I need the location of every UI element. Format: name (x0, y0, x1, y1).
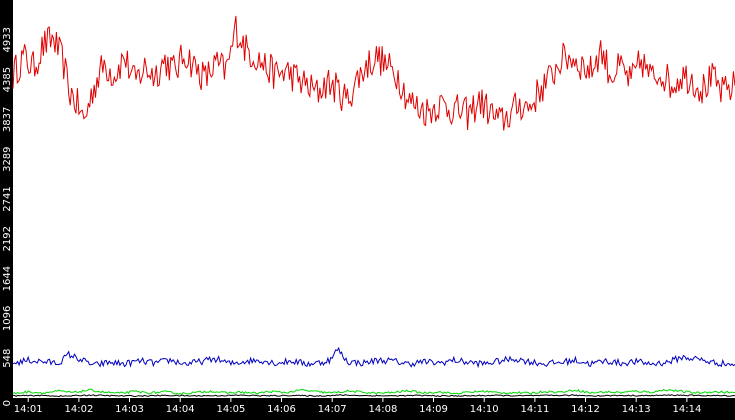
y-tick-label: 1644 (2, 266, 13, 291)
y-tick-label: 548 (2, 349, 13, 368)
x-tick-label: 14:13 (622, 404, 651, 415)
x-tick-label: 14:09 (419, 404, 448, 415)
y-tick-label: 4385 (2, 67, 13, 92)
y-tick-label: 1096 (2, 306, 13, 331)
y-tick-label: 2192 (2, 226, 13, 251)
series-layer (12, 15, 735, 398)
x-tick-label: 14:14 (672, 404, 701, 415)
series-line-1 (12, 15, 735, 131)
y-tick-label: 0 (2, 400, 13, 406)
y-tick-label: 2741 (2, 186, 13, 211)
x-tick-label: 14:08 (368, 404, 397, 415)
x-tick-label: 14:01 (14, 404, 43, 415)
y-tick-label: 4933 (2, 27, 13, 52)
y-axis-ticks: 0548109616442192274132893837438549335482 (2, 27, 13, 406)
y-tick-label: 3837 (2, 107, 13, 132)
x-tick-label: 14:07 (318, 404, 347, 415)
x-tick-label: 14:10 (470, 404, 499, 415)
x-tick-label: 14:02 (64, 404, 93, 415)
series-line-3 (12, 388, 735, 395)
x-tick-label: 14:04 (166, 404, 195, 415)
y-tick-label: 3289 (2, 146, 13, 171)
x-axis-ticks: 14:01 14:02 14:03 14:04 14:05 14:06 14:07 14:08… (14, 398, 701, 415)
x-tick-label: 14:06 (267, 404, 296, 415)
series-line-2 (12, 346, 735, 369)
x-tick-label: 14:03 (115, 404, 144, 415)
series-line-4 (12, 394, 735, 398)
x-tick-label: 14:12 (571, 404, 600, 415)
x-tick-label: 14:11 (520, 404, 549, 415)
x-tick-label: 14:05 (216, 404, 245, 415)
